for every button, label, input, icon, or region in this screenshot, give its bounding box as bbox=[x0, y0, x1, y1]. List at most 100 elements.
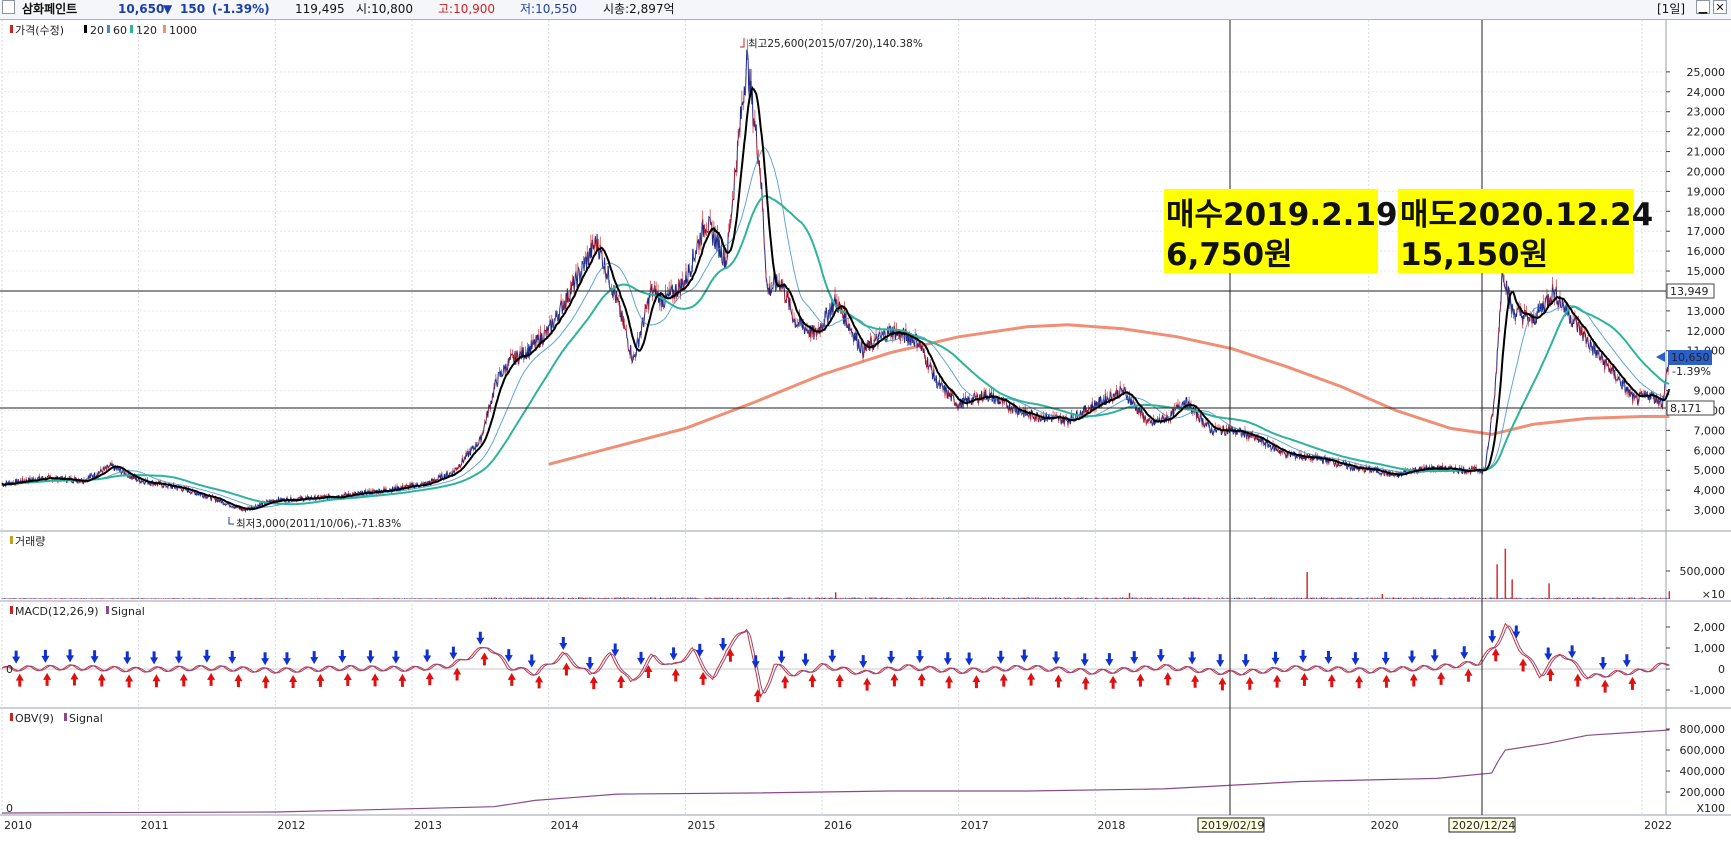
buy-signal-arrow-icon bbox=[1573, 673, 1582, 687]
buy-signal-arrow-icon bbox=[289, 674, 298, 688]
buy-signal-arrow-icon bbox=[15, 673, 24, 687]
sell-signal-arrow-icon bbox=[527, 654, 536, 668]
sell-signal-arrow-icon bbox=[1052, 651, 1061, 665]
price-tick-label: 22,000 bbox=[1687, 126, 1726, 139]
x-tick-label: 2020 bbox=[1371, 819, 1399, 832]
vline-date-sell: 2020/12/24 bbox=[1452, 819, 1515, 832]
low-price: 저:10,550 bbox=[520, 2, 578, 16]
buy-signal-arrow-icon bbox=[343, 673, 352, 687]
obv-tick-label: 800,000 bbox=[1680, 723, 1726, 736]
buy-signal-arrow-icon bbox=[1546, 667, 1555, 681]
buy-signal-arrow-icon bbox=[398, 673, 407, 687]
buy-signal-arrow-icon bbox=[1245, 676, 1254, 690]
window-menu-icon[interactable] bbox=[2, 0, 15, 14]
buy-signal-arrow-icon bbox=[1218, 677, 1227, 691]
macd-tick-label: 0 bbox=[1718, 663, 1725, 676]
sell-signal-arrow-icon bbox=[12, 650, 21, 664]
buy-signal-arrow-icon bbox=[207, 672, 216, 686]
obv-unit-label: X100 bbox=[1696, 802, 1725, 815]
sell-signal-arrow-icon bbox=[1599, 656, 1608, 670]
buy-signal-arrow-icon bbox=[1300, 672, 1309, 686]
sell-signal-arrow-icon bbox=[1324, 650, 1333, 664]
price-tick-label: 20,000 bbox=[1687, 165, 1726, 178]
buy-signal-arrow-icon bbox=[453, 667, 462, 681]
close-icon[interactable]: ✕ bbox=[1713, 0, 1727, 14]
buy-signal-arrow-icon bbox=[1601, 679, 1610, 693]
sell-signal-arrow-icon bbox=[1381, 651, 1390, 665]
sell-signal-arrow-icon bbox=[915, 650, 924, 664]
obv-tick-label: 400,000 bbox=[1680, 765, 1726, 778]
buy-signal-arrow-icon bbox=[808, 674, 817, 688]
price-tick-label: 7,000 bbox=[1694, 424, 1726, 437]
price-change-pct: (-1.39%) bbox=[212, 2, 270, 16]
sell-signal-arrow-icon bbox=[637, 651, 646, 665]
hline-label-top: 13,949 bbox=[1670, 285, 1709, 298]
buy-signal-arrow-icon bbox=[726, 648, 735, 662]
buy-signal-arrow-icon bbox=[125, 674, 134, 688]
sell-signal-arrow-icon bbox=[338, 650, 347, 664]
buy-signal-arrow-icon bbox=[70, 672, 79, 686]
buy-annotation-line2: 6,750원 bbox=[1166, 237, 1293, 273]
sell-signal-arrow-icon bbox=[1080, 653, 1089, 667]
buy-signal-arrow-icon bbox=[1628, 676, 1637, 690]
sell-signal-arrow-icon bbox=[1216, 654, 1225, 668]
sell-signal-arrow-icon bbox=[1512, 625, 1521, 639]
sell-signal-arrow-icon bbox=[1156, 649, 1165, 663]
sell-signal-arrow-icon bbox=[1544, 647, 1553, 661]
buy-signal-arrow-icon bbox=[1109, 675, 1118, 689]
x-tick-label: 2015 bbox=[687, 819, 715, 832]
high-price: 고:10,900 bbox=[438, 2, 496, 16]
sell-signal-arrow-icon bbox=[449, 646, 458, 660]
price-legend: 가격(수정) 20 60 120 1000 bbox=[10, 24, 197, 37]
macd-legend-signal: Signal bbox=[111, 605, 145, 618]
sell-signal-arrow-icon bbox=[996, 650, 1005, 664]
hline-label-bottom: 8,171 bbox=[1670, 402, 1702, 415]
sell-signal-arrow-icon bbox=[1105, 653, 1114, 667]
current-price-box: 10,650 bbox=[1671, 351, 1710, 364]
ma20-legend: 20 bbox=[90, 24, 104, 37]
buy-signal-arrow-icon bbox=[1081, 676, 1090, 690]
sell-signal-arrow-icon bbox=[423, 649, 432, 663]
sell-signal-arrow-icon bbox=[777, 650, 786, 664]
macd-signal-line bbox=[1, 625, 1670, 694]
buy-signal-arrow-icon bbox=[890, 673, 899, 687]
macd-zero-label: 0 bbox=[6, 663, 13, 676]
price-tick-label: 25,000 bbox=[1687, 66, 1726, 79]
sell-signal-arrow-icon bbox=[801, 653, 810, 667]
buy-annotation-line1: 매수2019.2.19 bbox=[1166, 197, 1398, 233]
macd-tick-label: 1,000 bbox=[1694, 642, 1726, 655]
macd-tick-label: 2,000 bbox=[1694, 621, 1726, 634]
buy-signal-arrow-icon bbox=[699, 671, 708, 685]
buy-signal-arrow-icon bbox=[1273, 674, 1282, 688]
buy-signal-arrow-icon bbox=[781, 675, 790, 689]
buy-annotation: 매수2019.2.19 6,750원 bbox=[1164, 189, 1398, 273]
x-tick-label: 2022 bbox=[1644, 819, 1672, 832]
stock-name: 삼화페인트 bbox=[22, 2, 78, 16]
sell-signal-arrow-icon bbox=[1622, 654, 1631, 668]
sell-signal-arrow-icon bbox=[1568, 645, 1577, 659]
sell-signal-arrow-icon bbox=[751, 655, 760, 669]
macd-legend: MACD(12,26,9) Signal bbox=[10, 605, 145, 618]
period-button[interactable]: [1일] bbox=[1657, 2, 1686, 16]
x-tick-label: 2018 bbox=[1097, 819, 1125, 832]
volume-value: 119,495 bbox=[295, 2, 345, 16]
sell-signal-arrow-icon bbox=[174, 650, 183, 664]
buy-signal-arrow-icon bbox=[1054, 674, 1063, 688]
minimize-icon[interactable]: ▁ bbox=[1696, 0, 1710, 14]
sell-signal-arrow-icon bbox=[695, 643, 704, 657]
sell-annotation-line1: 매도2020.12.24 bbox=[1400, 197, 1653, 233]
macd-tick-label: -1,000 bbox=[1690, 684, 1725, 697]
sell-signal-arrow-icon bbox=[669, 647, 678, 661]
volume-legend-title: 거래량 bbox=[15, 535, 45, 548]
sell-signal-arrow-icon bbox=[585, 657, 594, 671]
obv-line bbox=[1, 729, 1670, 814]
sell-signal-arrow-icon bbox=[887, 650, 896, 664]
high-annotation: 최고25,600(2015/07/20),140.38% bbox=[748, 38, 923, 50]
sell-signal-arrow-icon bbox=[859, 655, 868, 669]
buy-signal-arrow-icon bbox=[1464, 668, 1473, 682]
sell-signal-arrow-icon bbox=[1351, 652, 1360, 666]
buy-signal-arrow-icon bbox=[945, 675, 954, 689]
sell-signal-arrow-icon bbox=[719, 638, 728, 652]
sell-signal-arrow-icon bbox=[476, 631, 485, 645]
buy-signal-arrow-icon bbox=[753, 689, 762, 703]
